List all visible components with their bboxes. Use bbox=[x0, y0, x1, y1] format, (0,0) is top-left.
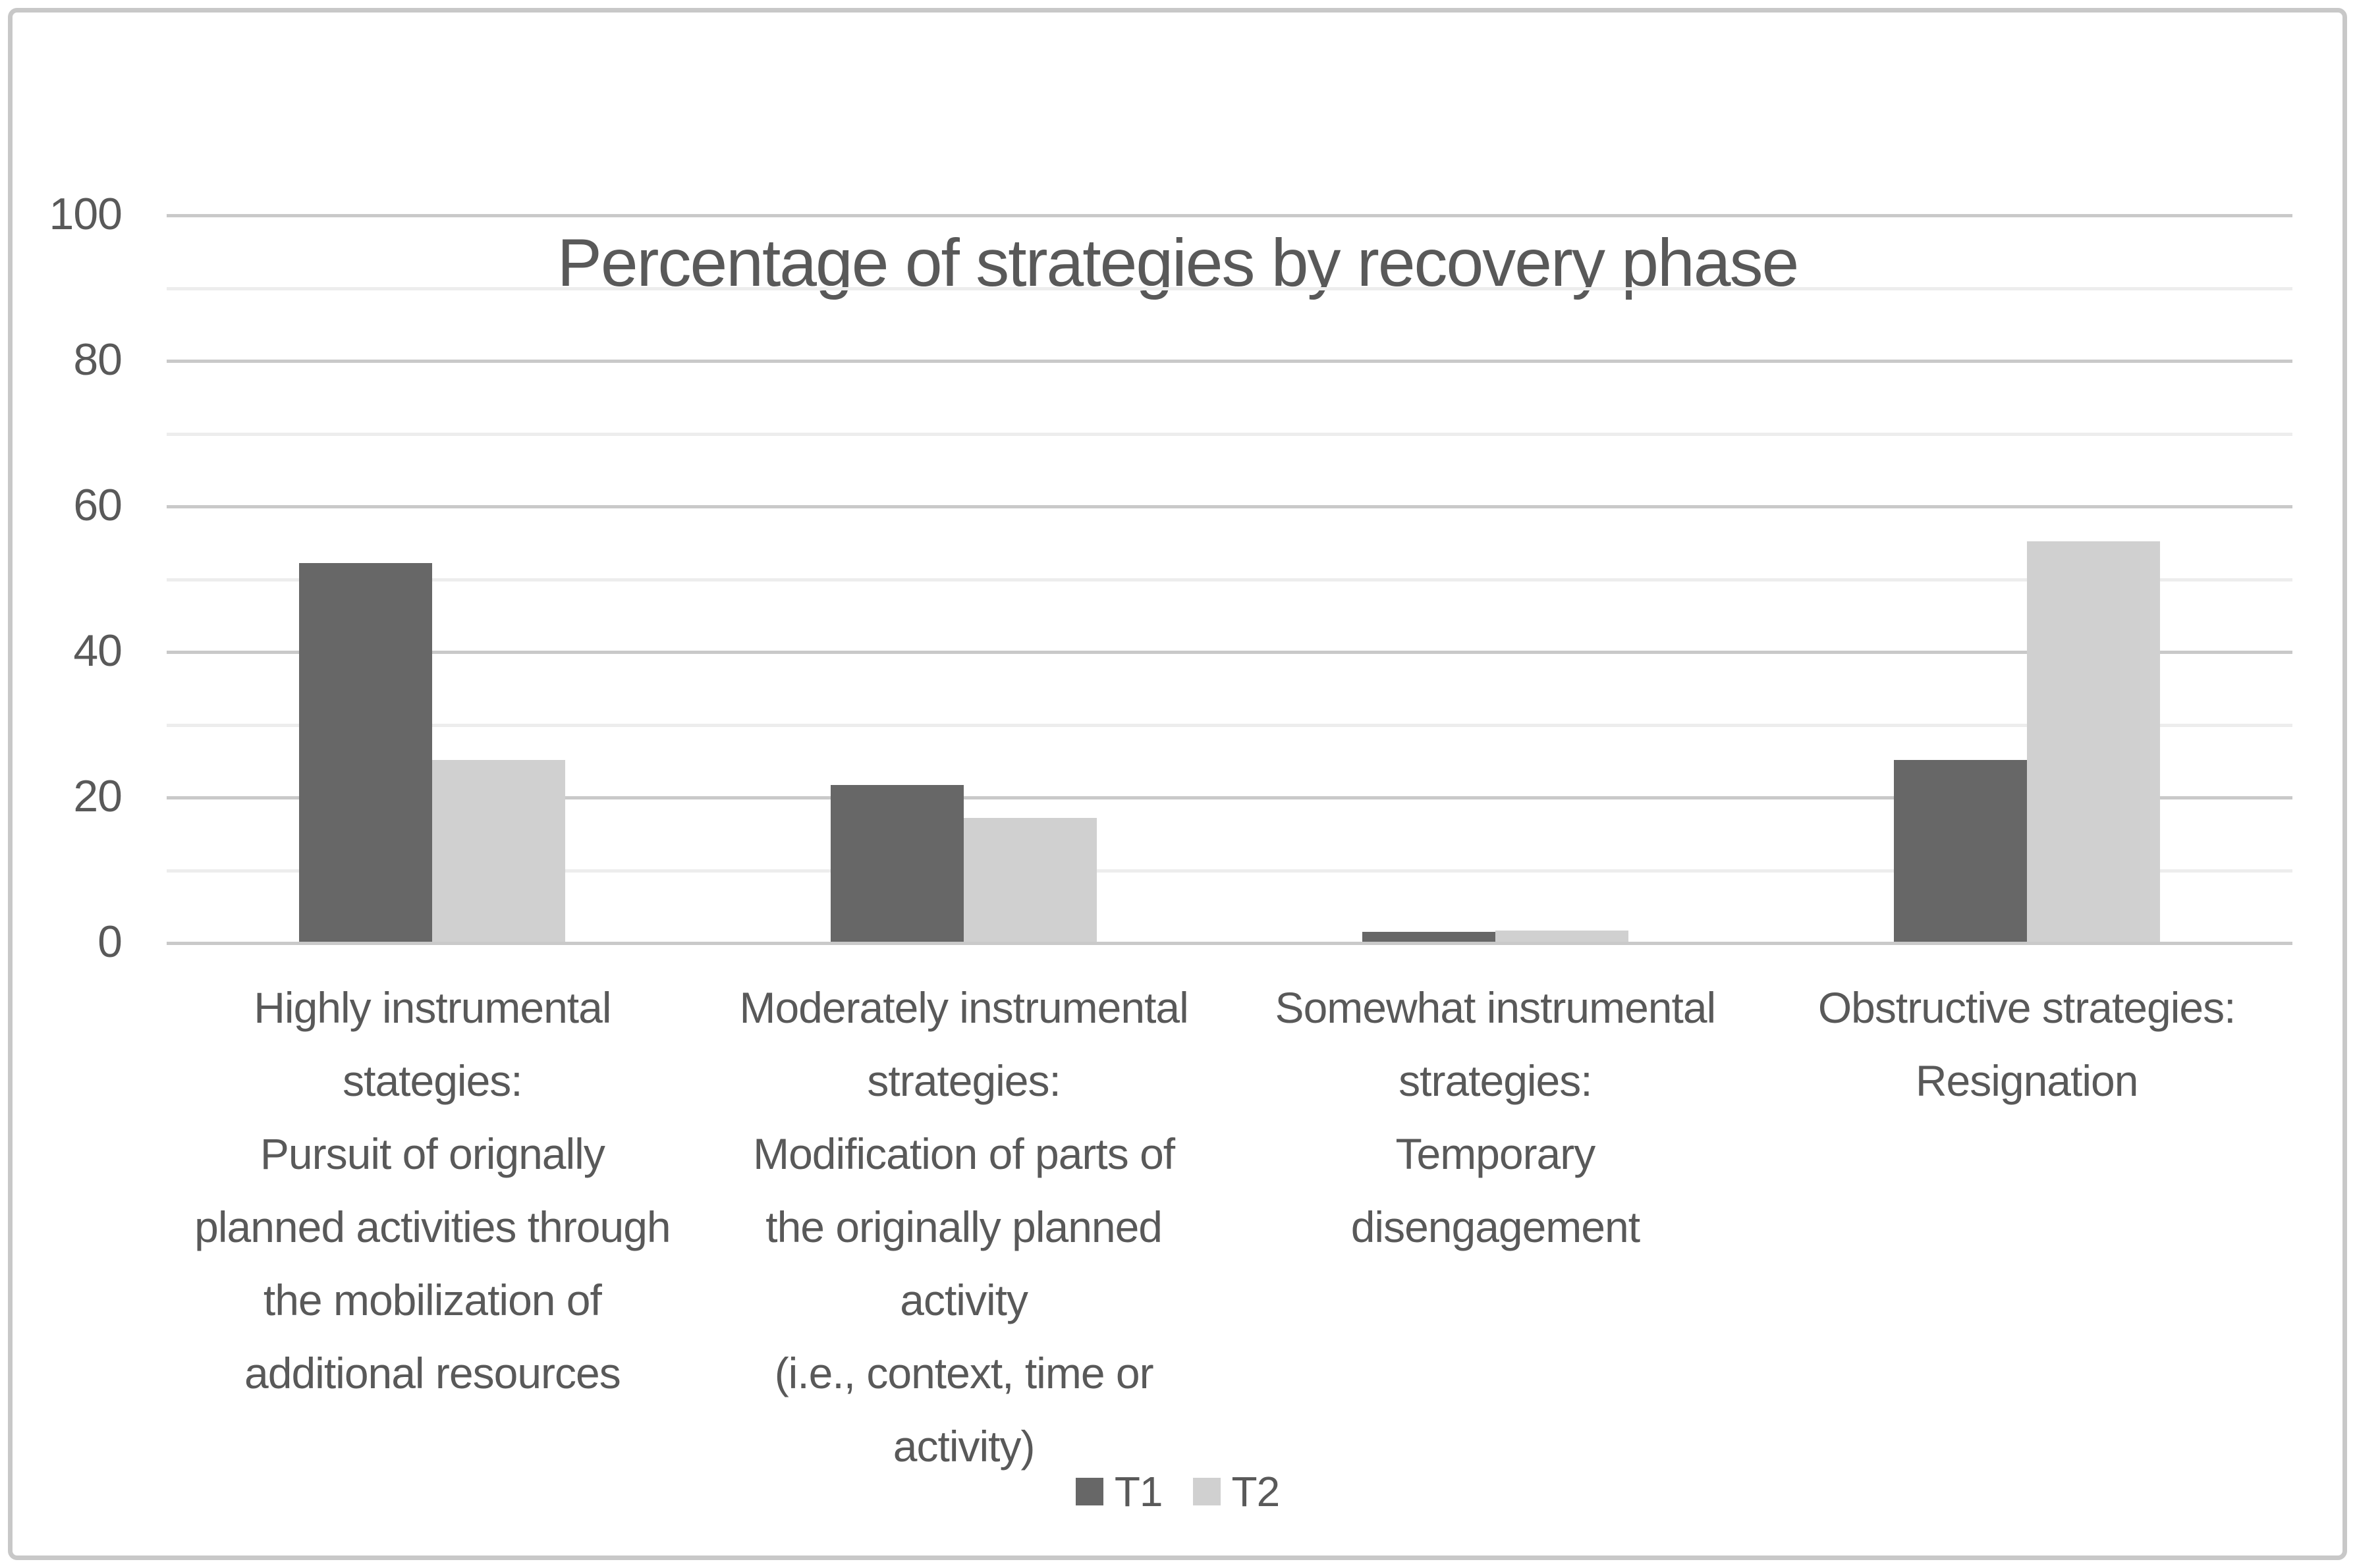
x-label-line: the originally planned bbox=[765, 1203, 1163, 1251]
x-label-line: disengagement bbox=[1350, 1203, 1640, 1251]
x-label-line: Somewhat instrumental bbox=[1275, 983, 1717, 1032]
gridline-10 bbox=[167, 869, 2292, 873]
legend-item-t1: T1 bbox=[1075, 1467, 1163, 1516]
x-label-line: additional resources bbox=[244, 1349, 621, 1397]
x-label-line: the mobilization of bbox=[263, 1276, 602, 1324]
bar-t1-category-4 bbox=[1893, 759, 2027, 942]
x-label-line: Highly instrumental bbox=[254, 983, 611, 1032]
x-axis-line bbox=[167, 942, 2292, 945]
gridline-40 bbox=[167, 651, 2292, 654]
y-tick-label-80: 80 bbox=[73, 335, 123, 385]
x-label-line: Resignation bbox=[1915, 1056, 2139, 1105]
x-label-category-1: Highly instrumental stategies: Pursuit of … bbox=[0, 971, 964, 1410]
x-label-line: stategies: bbox=[343, 1056, 522, 1105]
y-tick-label-20: 20 bbox=[73, 771, 123, 821]
bar-t2-category-1 bbox=[432, 759, 566, 942]
gridline-60 bbox=[167, 505, 2292, 508]
x-label-line: planned activities through bbox=[194, 1203, 671, 1251]
bar-t1-category-2 bbox=[831, 785, 964, 942]
legend-swatch-t1 bbox=[1075, 1478, 1103, 1505]
bar-t1-category-3 bbox=[1362, 931, 1495, 942]
y-tick-label-40: 40 bbox=[73, 626, 123, 676]
x-label-line: Temporary bbox=[1395, 1129, 1595, 1178]
x-label-category-4: Obstructive strategies: Resignation bbox=[1495, 971, 2355, 1118]
bar-t2-category-4 bbox=[2026, 541, 2160, 942]
chart-border bbox=[8, 8, 2347, 1560]
x-label-line: Obstructive strategies: bbox=[1817, 983, 2236, 1032]
x-label-line: activity) bbox=[893, 1422, 1036, 1471]
x-label-line: strategies: bbox=[1399, 1056, 1592, 1105]
gridline-70 bbox=[167, 432, 2292, 436]
x-label-category-3: Somewhat instrumental strategies: Temporar… bbox=[964, 971, 2027, 1264]
chart-title: Percentage of strategies by recovery pha… bbox=[557, 225, 1799, 300]
gridline-50 bbox=[167, 578, 2292, 581]
y-tick-label-60: 60 bbox=[73, 480, 123, 530]
y-tick-label-0: 0 bbox=[97, 917, 123, 967]
x-label-line: (i.e., context, time or bbox=[774, 1349, 1154, 1397]
x-label-line: Modification of parts of bbox=[753, 1129, 1175, 1178]
bar-t2-category-2 bbox=[964, 818, 1097, 942]
x-label-line: activity bbox=[900, 1276, 1028, 1324]
gridline-80 bbox=[167, 360, 2292, 363]
legend-label-t2: T2 bbox=[1231, 1468, 1281, 1515]
bar-t2-category-3 bbox=[1495, 931, 1628, 942]
x-label-category-2: Moderately instrumental strategies: Modifi… bbox=[432, 971, 1495, 1483]
x-label-line: strategies: bbox=[867, 1056, 1061, 1105]
gridline-20 bbox=[167, 796, 2292, 799]
x-label-line: Pursuit of orignally bbox=[260, 1129, 605, 1178]
y-tick-label-100: 100 bbox=[49, 189, 123, 239]
gridline-90 bbox=[167, 286, 2292, 290]
gridline-30 bbox=[167, 723, 2292, 727]
legend-label-t1: T1 bbox=[1114, 1468, 1163, 1515]
gridline-100 bbox=[167, 214, 2292, 217]
legend: T1 T2 bbox=[0, 1467, 2355, 1516]
bar-t1-category-1 bbox=[299, 563, 433, 942]
legend-swatch-t2 bbox=[1192, 1478, 1221, 1505]
legend-item-t2: T2 bbox=[1192, 1467, 1281, 1516]
x-label-line: Moderately instrumental bbox=[739, 983, 1188, 1032]
